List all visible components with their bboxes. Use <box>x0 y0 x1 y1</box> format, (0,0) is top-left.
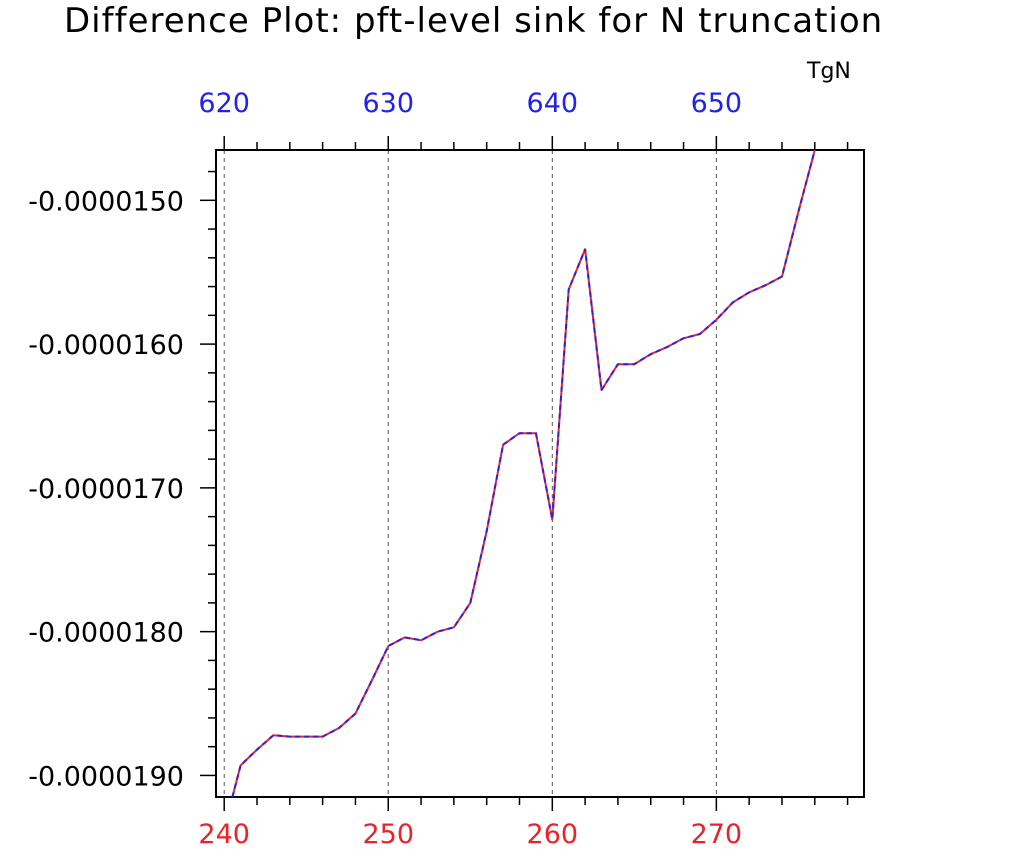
data-series <box>231 149 816 798</box>
grid-lines <box>223 150 717 797</box>
bottom-tick-label-1: 250 <box>362 819 414 850</box>
top-tick-label-0: 620 <box>198 88 250 119</box>
bottom-tick-label-2: 260 <box>527 819 579 850</box>
plot-border <box>215 149 865 798</box>
y-axis-tick-labels: -0.0000150 -0.0000160 -0.0000170 -0.0000180… <box>28 186 184 792</box>
top-tick-label-3: 650 <box>691 88 743 119</box>
top-tick-label-1: 630 <box>362 88 414 119</box>
bottom-axis-tick-labels: 240 250 260 270 <box>198 819 742 850</box>
chart-title: Difference Plot: pft-level sink for N tr… <box>64 1 883 41</box>
series-line-red <box>231 149 816 798</box>
y-tick-label-3: -0.0000180 <box>28 618 184 649</box>
top-axis-unit-label: TgN <box>806 59 851 84</box>
y-tick-label-0: -0.0000150 <box>28 186 184 217</box>
top-tick-label-2: 640 <box>527 88 579 119</box>
plot-frame <box>215 149 865 798</box>
top-axis-tick-labels: 620 630 640 650 <box>198 88 742 119</box>
series-line-blue-dashed <box>231 149 816 798</box>
y-tick-label-4: -0.0000190 <box>28 761 184 792</box>
y-tick-label-1: -0.0000160 <box>28 330 184 361</box>
axis-ticks <box>200 136 849 811</box>
y-tick-label-2: -0.0000170 <box>28 474 184 505</box>
bottom-tick-label-0: 240 <box>198 819 250 850</box>
bottom-tick-label-3: 270 <box>691 819 743 850</box>
